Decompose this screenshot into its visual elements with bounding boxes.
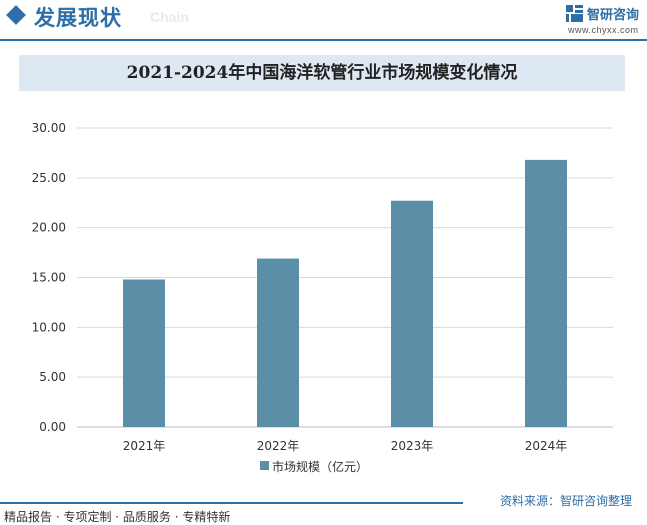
x-tick-label: 2023年 (391, 439, 434, 453)
brand-name: 智研咨询 (587, 8, 640, 23)
x-tick-label: 2021年 (123, 439, 166, 453)
brand-url: www.chyxx.com (568, 25, 639, 35)
section-subtitle: Chain (150, 9, 189, 25)
footer-tagline: 精品报告 · 专项定制 · 品质服务 · 专精特新 (4, 510, 231, 524)
header-divider (0, 39, 647, 41)
y-tick-label: 0.00 (39, 420, 66, 434)
chart-title-bar: 2021-2024年中国海洋软管行业市场规模变化情况 (19, 55, 625, 91)
source-note: 资料来源：智研咨询整理 (500, 494, 633, 508)
y-tick-label: 10.00 (32, 320, 66, 334)
bar (257, 258, 299, 427)
chart-title: 2021-2024年中国海洋软管行业市场规模变化情况 (126, 63, 518, 83)
zhiyan-logo-icon (566, 5, 583, 22)
section-title: 发展现状 (34, 6, 122, 30)
footer-divider (0, 502, 463, 504)
y-tick-label: 25.00 (32, 171, 66, 185)
y-tick-label: 15.00 (32, 271, 66, 285)
legend-label: 市场规模（亿元） (272, 460, 369, 474)
page-header: 发展现状 Chain 智研咨询 www.chyxx.com (0, 0, 647, 44)
y-tick-label: 20.00 (32, 221, 66, 235)
bar (391, 200, 433, 427)
y-tick-label: 30.00 (32, 121, 66, 135)
bar (525, 159, 567, 427)
x-tick-label: 2022年 (257, 439, 300, 453)
bar (123, 279, 165, 427)
legend-swatch (260, 461, 269, 470)
bar-chart: 0.00 5.00 10.00 15.00 20.00 25.00 30.00 2021年 20… (32, 121, 613, 453)
x-tick-label: 2024年 (525, 439, 568, 453)
y-tick-label: 5.00 (39, 370, 66, 384)
diamond-icon (6, 5, 26, 25)
